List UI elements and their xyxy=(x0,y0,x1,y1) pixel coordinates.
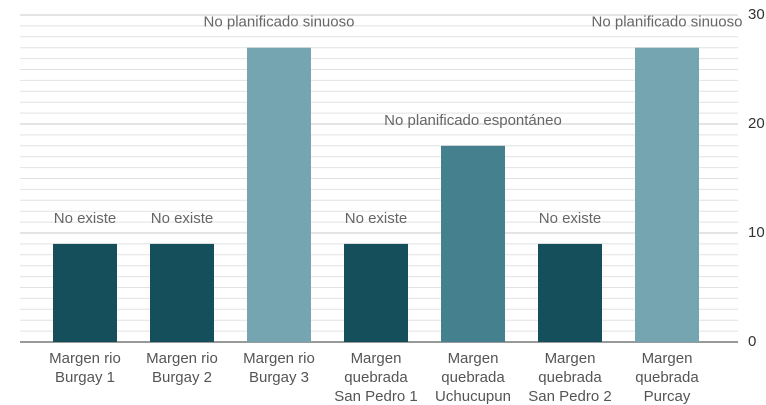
bar xyxy=(635,47,699,342)
x-tick-label: Burgay 1 xyxy=(55,369,115,386)
x-tick-label: Uchucupun xyxy=(435,388,511,405)
bar-annotation: No existe xyxy=(345,210,408,227)
x-tick-label: Burgay 2 xyxy=(152,369,212,386)
x-tick-label: Burgay 3 xyxy=(249,369,309,386)
x-tick-label: quebrada xyxy=(441,369,505,386)
x-tick-label: Margen rio xyxy=(146,350,218,367)
x-tick-label: San Pedro 1 xyxy=(334,388,417,405)
bar xyxy=(344,243,408,342)
x-tick-label: Margen xyxy=(351,350,402,367)
x-tick-label: Margen xyxy=(545,350,596,367)
x-tick-label: quebrada xyxy=(538,369,602,386)
bar-annotation: No existe xyxy=(151,210,214,227)
bar xyxy=(150,243,214,342)
x-tick-label: Margen xyxy=(448,350,499,367)
y-tick-label: 20 xyxy=(748,115,765,132)
bar-annotation: No planificado sinuoso xyxy=(204,14,355,31)
bar-annotation: No existe xyxy=(54,210,117,227)
x-tick-label: quebrada xyxy=(344,369,408,386)
y-tick-label: 0 xyxy=(748,333,756,350)
x-tick-label: Margen xyxy=(642,350,693,367)
bar xyxy=(247,47,311,342)
bar-annotation: No existe xyxy=(539,210,602,227)
bar-annotation: No planificado espontáneo xyxy=(384,112,562,129)
y-tick-label: 10 xyxy=(748,224,765,241)
y-tick-label: 30 xyxy=(748,6,765,23)
x-tick-label: San Pedro 2 xyxy=(528,388,611,405)
x-tick-label: Purcay xyxy=(644,388,691,405)
x-tick-label: quebrada xyxy=(635,369,699,386)
bar xyxy=(441,145,505,342)
bar-annotation: No planificado sinuoso xyxy=(592,14,743,31)
x-tick-label: Margen rio xyxy=(243,350,315,367)
bar xyxy=(538,243,602,342)
x-tick-label: Margen rio xyxy=(49,350,121,367)
bar xyxy=(53,243,117,342)
